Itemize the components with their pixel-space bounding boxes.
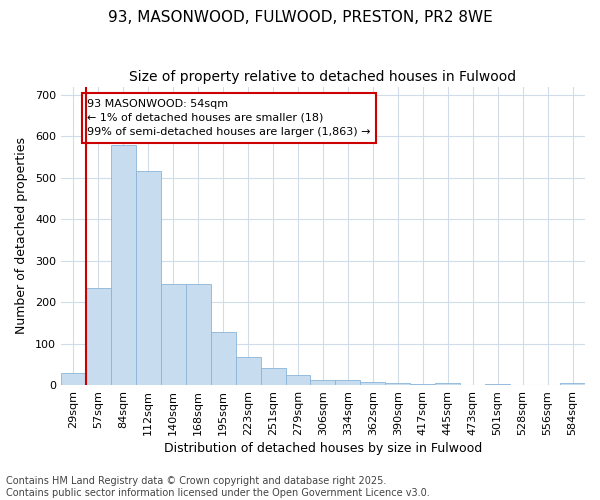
Bar [161, 284, 186, 385]
Bar [310, 380, 335, 385]
Y-axis label: Number of detached properties: Number of detached properties [15, 138, 28, 334]
Bar [361, 382, 385, 385]
Bar [410, 384, 435, 385]
Text: 93 MASONWOOD: 54sqm
← 1% of detached houses are smaller (18)
99% of semi-detache: 93 MASONWOOD: 54sqm ← 1% of detached hou… [88, 99, 371, 137]
Bar [485, 384, 510, 385]
Text: Contains HM Land Registry data © Crown copyright and database right 2025.
Contai: Contains HM Land Registry data © Crown c… [6, 476, 430, 498]
Bar [435, 383, 460, 385]
Bar [186, 284, 211, 385]
X-axis label: Distribution of detached houses by size in Fulwood: Distribution of detached houses by size … [164, 442, 482, 455]
Bar [335, 380, 361, 385]
Bar [86, 288, 111, 385]
Bar [136, 170, 161, 385]
Title: Size of property relative to detached houses in Fulwood: Size of property relative to detached ho… [130, 70, 517, 84]
Bar [260, 368, 286, 385]
Bar [236, 357, 260, 385]
Bar [211, 332, 236, 385]
Bar [560, 383, 585, 385]
Bar [61, 374, 86, 385]
Bar [111, 144, 136, 385]
Text: 93, MASONWOOD, FULWOOD, PRESTON, PR2 8WE: 93, MASONWOOD, FULWOOD, PRESTON, PR2 8WE [107, 10, 493, 25]
Bar [385, 383, 410, 385]
Bar [286, 374, 310, 385]
